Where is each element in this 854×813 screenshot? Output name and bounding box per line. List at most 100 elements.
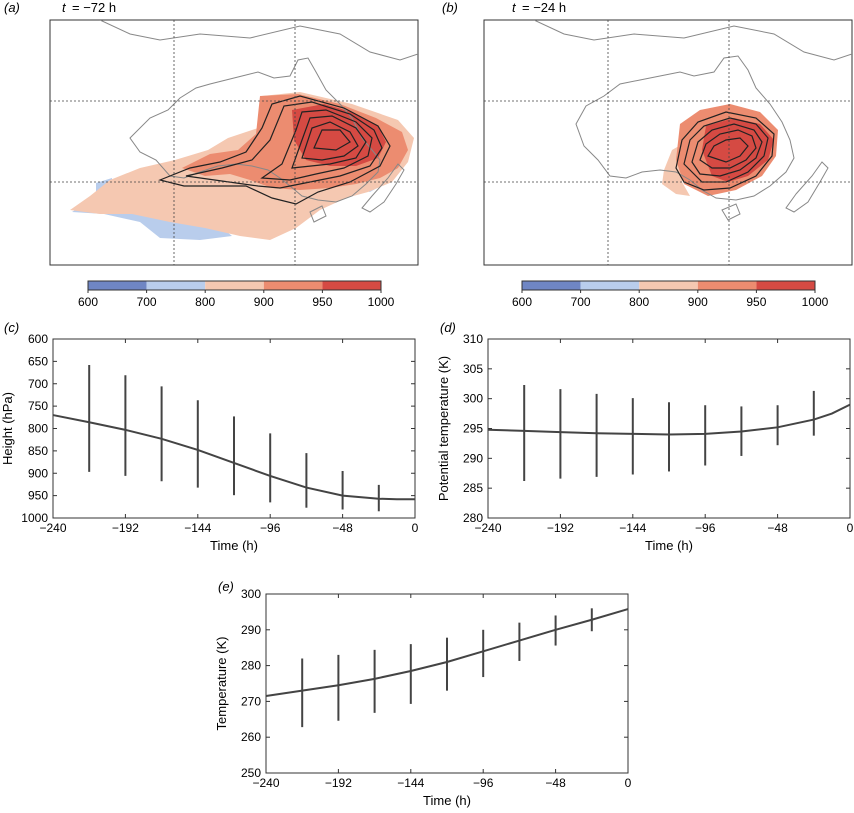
- chart-e-xtick-label: −192: [325, 776, 352, 790]
- panel-c-letter: (c): [4, 320, 19, 335]
- chart-d-ytick-label: 280: [463, 511, 483, 525]
- chart-e-ytick-label: 290: [241, 623, 261, 637]
- colorbar-b-border: [521, 280, 816, 291]
- chart-e-ytick-label: 270: [241, 694, 261, 708]
- chart-c-ylabel: Height (hPa): [0, 392, 15, 465]
- colorbar-b-tick-label: 600: [512, 295, 532, 309]
- chart-c-xtick-label: −192: [112, 521, 139, 535]
- chart-e-ytick-label: 280: [241, 659, 261, 673]
- colorbar-b-segment: [639, 281, 698, 290]
- chart-e-frame: [265, 593, 629, 774]
- chart-e-ytick-label: 300: [241, 587, 261, 601]
- chart-e-xtick-label: −48: [545, 776, 566, 790]
- colorbar-a-segment: [322, 281, 381, 290]
- colorbar-b-tick-label: 1000: [802, 295, 829, 309]
- map-a-gridlines: [50, 20, 418, 265]
- map-b-gridlines: [484, 20, 852, 265]
- colorbar-a-segment: [88, 281, 147, 290]
- chart-c-ytick-label: 800: [28, 422, 48, 436]
- chart-d-series-line: [487, 403, 851, 436]
- chart-c-ytick-label: 650: [28, 354, 48, 368]
- map-b: [483, 19, 853, 266]
- chart-d: −240 −192 −144 −96 −48 0 280 285 290 295 300 305 310…: [436, 332, 854, 553]
- chart-c-xlabel: Time (h): [210, 538, 258, 553]
- colorbar-a-tick-label: 900: [254, 295, 274, 309]
- colorbar-a-segment: [146, 281, 206, 290]
- colorbar-b-segment: [756, 281, 815, 290]
- colorbar-a-tick-label: 600: [78, 295, 98, 309]
- chart-c: −240 −192 −144 −96 −48 0 600 650 700 750 800 850 900…: [0, 332, 419, 553]
- chart-e-ytick-label: 260: [241, 730, 261, 744]
- colorbar-a-segment: [205, 281, 264, 290]
- panel-a-time-var: t: [62, 0, 67, 15]
- chart-c-xtick-label: −240: [39, 521, 66, 535]
- map-a-band-700-800: [72, 178, 384, 240]
- chart-c-ytick-label: 950: [28, 489, 48, 503]
- chart-d-xtick-label: 0: [847, 521, 854, 535]
- colorbar-b-segment: [697, 281, 757, 290]
- colorbar-a-tick-label: 700: [137, 295, 157, 309]
- chart-c-ytick-label: 1000: [21, 511, 48, 525]
- chart-d-ytick-label: 295: [463, 422, 483, 436]
- panel-b-time-value: = −24 h: [522, 0, 566, 15]
- panel-b-time-var: t: [512, 0, 517, 15]
- panel-a-header: (a) t = −72 h: [4, 0, 116, 15]
- chart-c-ytick-label: 900: [28, 466, 48, 480]
- chart-e-ytick-label: 250: [241, 766, 261, 780]
- chart-d-xtick-label: −48: [767, 521, 788, 535]
- colorbar-a-tick-label: 950: [312, 295, 332, 309]
- chart-d-xtick-label: −240: [474, 521, 501, 535]
- chart-d-xtick-label: −144: [619, 521, 646, 535]
- chart-c-ytick-label: 700: [28, 377, 48, 391]
- chart-d-xtick-label: −192: [547, 521, 574, 535]
- colorbar-a: 600 700 800 900 950 1000: [78, 280, 395, 309]
- chart-d-ytick-label: 305: [463, 362, 483, 376]
- chart-e-series-line: [265, 608, 629, 698]
- chart-e-xlabel: Time (h): [423, 793, 471, 808]
- chart-c-xtick-label: −96: [260, 521, 281, 535]
- chart-d-ytick-label: 285: [463, 481, 483, 495]
- map-a-coastline: [99, 20, 418, 223]
- chart-d-ytick-label: 300: [463, 392, 483, 406]
- chart-e: −240 −192 −144 −96 −48 0 250 260 270 280 290 300 Tim…: [214, 587, 632, 808]
- chart-c-series-line: [52, 414, 415, 501]
- chart-c-ytick-label: 600: [28, 332, 48, 346]
- chart-d-ylabel: Potential temperature (K): [436, 356, 451, 501]
- map-a-contours: [158, 95, 391, 205]
- colorbar-b-tick-label: 800: [629, 295, 649, 309]
- chart-c-ytick-label: 850: [28, 444, 48, 458]
- chart-e-ylabel: Temperature (K): [214, 637, 229, 731]
- map-b-frame: [483, 19, 853, 266]
- chart-d-xlabel: Time (h): [645, 538, 693, 553]
- panel-d-letter: (d): [440, 320, 456, 335]
- chart-d-ytick-label: 310: [463, 332, 483, 346]
- map-a-band-950-1000: [292, 104, 386, 166]
- chart-e-xtick-label: −240: [252, 776, 279, 790]
- chart-c-xtick-label: −144: [184, 521, 211, 535]
- colorbar-b-tick-label: 700: [571, 295, 591, 309]
- colorbar-a-tick-label: 800: [195, 295, 215, 309]
- colorbar-b-segment: [522, 281, 581, 290]
- colorbar-b-tick-label: 900: [688, 295, 708, 309]
- chart-e-xtick-label: 0: [625, 776, 632, 790]
- panel-e-letter: (e): [218, 579, 234, 594]
- colorbar-a-segment: [263, 281, 323, 290]
- chart-c-xtick-label: 0: [412, 521, 419, 535]
- panel-b-header: (b) t = −24 h: [442, 0, 566, 15]
- colorbar-a-tick-label: 1000: [368, 295, 395, 309]
- chart-c-xtick-label: −48: [332, 521, 353, 535]
- panel-b-letter: (b): [442, 0, 458, 15]
- panel-a-time-value: = −72 h: [72, 0, 116, 15]
- colorbar-b-segment: [580, 281, 640, 290]
- map-b-coastline: [533, 20, 852, 221]
- chart-d-ytick-label: 290: [463, 451, 483, 465]
- panel-a-letter: (a): [4, 0, 20, 15]
- colorbar-a-border: [87, 280, 382, 291]
- map-a: [49, 19, 419, 266]
- chart-e-xtick-label: −144: [397, 776, 424, 790]
- colorbar-b-tick-label: 950: [746, 295, 766, 309]
- chart-e-xtick-label: −96: [473, 776, 494, 790]
- chart-c-ytick-label: 750: [28, 399, 48, 413]
- colorbar-b: 600 700 800 900 950 1000: [512, 280, 829, 309]
